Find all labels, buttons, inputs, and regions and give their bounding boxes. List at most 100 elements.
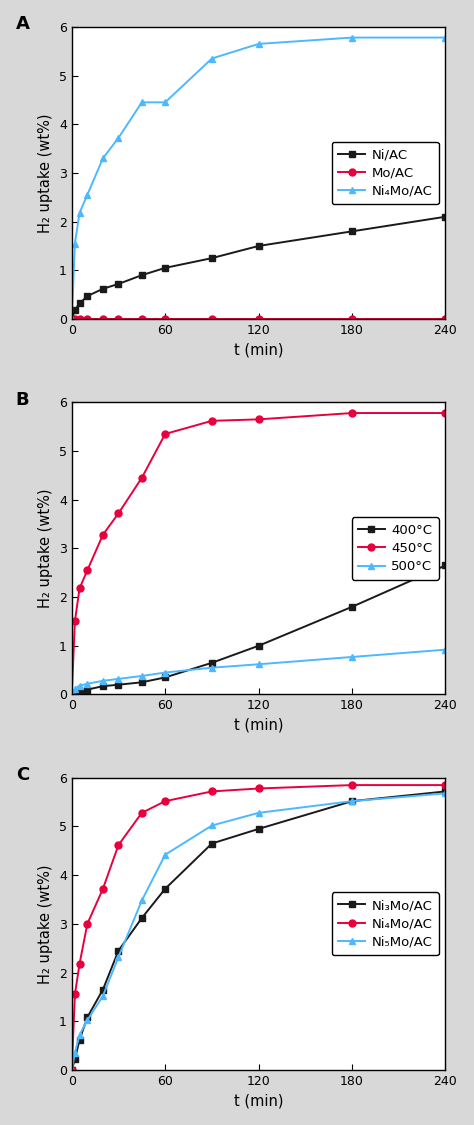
Ni₄Mo/AC [163,96,168,109]
Ni₄Mo/AC [209,52,215,65]
Ni₅Mo/AC [116,951,121,964]
Mo/AC [139,313,145,326]
500°C [443,642,448,656]
Ni₃Mo/AC [116,944,121,957]
400°C [116,678,121,692]
400°C [100,680,106,693]
Ni/AC [77,297,82,310]
Ni₅Mo/AC [209,819,215,832]
Mo/AC [84,313,90,326]
Ni₄Mo/AC [349,30,355,44]
400°C [209,656,215,669]
Mo/AC [256,313,262,326]
Ni₄Mo/AC [72,236,78,250]
Ni₄Mo/AC [139,96,145,109]
Ni/AC [349,225,355,238]
Ni₄Mo/AC [100,882,106,896]
Mo/AC [163,313,168,326]
400°C [139,675,145,688]
Mo/AC [443,313,448,326]
Ni/AC [163,261,168,274]
450°C [77,582,82,595]
400°C [163,670,168,684]
Ni/AC [100,282,106,296]
Line: Ni₄Mo/AC: Ni₄Mo/AC [68,34,449,323]
500°C [139,669,145,683]
Ni₄Mo/AC [443,30,448,44]
Ni₅Mo/AC [443,786,448,800]
450°C [139,471,145,485]
400°C [77,685,82,699]
Mo/AC [100,313,106,326]
500°C [209,660,215,674]
500°C [163,666,168,680]
Ni₄Mo/AC [69,1063,74,1077]
Ni₃Mo/AC [84,1010,90,1024]
Ni₃Mo/AC [209,837,215,850]
450°C [163,428,168,441]
Ni/AC [256,240,262,253]
Line: Ni₅Mo/AC: Ni₅Mo/AC [68,790,449,1073]
Ni/AC [209,251,215,264]
Legend: Ni/AC, Mo/AC, Ni₄Mo/AC: Ni/AC, Mo/AC, Ni₄Mo/AC [332,142,439,205]
Ni₅Mo/AC [256,807,262,820]
Ni₃Mo/AC [256,822,262,836]
Line: 400°C: 400°C [68,562,449,698]
Text: B: B [16,390,29,408]
Line: 500°C: 500°C [68,646,449,698]
Line: Ni₃Mo/AC: Ni₃Mo/AC [68,788,449,1073]
Y-axis label: H₂ uptake (wt%): H₂ uptake (wt%) [38,864,54,983]
500°C [77,680,82,693]
Ni₅Mo/AC [100,989,106,1002]
400°C [256,639,262,652]
Ni₄Mo/AC [116,838,121,852]
Ni₃Mo/AC [163,882,168,896]
Ni/AC [69,313,74,326]
Ni₄Mo/AC [77,206,82,219]
Ni₄Mo/AC [84,188,90,201]
500°C [84,677,90,691]
Ni₄Mo/AC [139,807,145,820]
500°C [69,687,74,701]
400°C [349,600,355,613]
450°C [72,614,78,628]
450°C [349,406,355,420]
Mo/AC [69,313,74,326]
450°C [84,564,90,577]
Ni₄Mo/AC [163,794,168,808]
Ni₃Mo/AC [349,794,355,808]
Ni₄Mo/AC [256,782,262,795]
Ni₃Mo/AC [69,1063,74,1077]
Ni₄Mo/AC [443,778,448,792]
Ni₄Mo/AC [100,152,106,165]
Ni₄Mo/AC [209,784,215,798]
Ni₅Mo/AC [77,1028,82,1042]
Ni₅Mo/AC [84,1014,90,1027]
Mo/AC [209,313,215,326]
Ni₅Mo/AC [69,1063,74,1077]
400°C [72,686,78,700]
Mo/AC [116,313,121,326]
Line: Mo/AC: Mo/AC [68,315,449,323]
500°C [72,682,78,695]
Line: Ni/AC: Ni/AC [68,214,449,323]
Ni₃Mo/AC [139,911,145,925]
Line: Ni₄Mo/AC: Ni₄Mo/AC [68,782,449,1073]
500°C [116,672,121,685]
Legend: Ni₃Mo/AC, Ni₄Mo/AC, Ni₅Mo/AC: Ni₃Mo/AC, Ni₄Mo/AC, Ni₅Mo/AC [332,892,439,955]
450°C [443,406,448,420]
Ni₄Mo/AC [116,132,121,145]
Ni₄Mo/AC [69,313,74,326]
Ni₄Mo/AC [72,988,78,1001]
X-axis label: t (min): t (min) [234,718,283,732]
Ni₅Mo/AC [72,1046,78,1060]
Ni/AC [72,304,78,317]
Ni₅Mo/AC [163,848,168,862]
Ni₅Mo/AC [349,794,355,808]
Ni₃Mo/AC [72,1053,78,1066]
Ni₃Mo/AC [100,983,106,997]
450°C [116,506,121,520]
Y-axis label: H₂ uptake (wt%): H₂ uptake (wt%) [38,488,54,609]
Mo/AC [77,313,82,326]
X-axis label: t (min): t (min) [234,342,283,358]
